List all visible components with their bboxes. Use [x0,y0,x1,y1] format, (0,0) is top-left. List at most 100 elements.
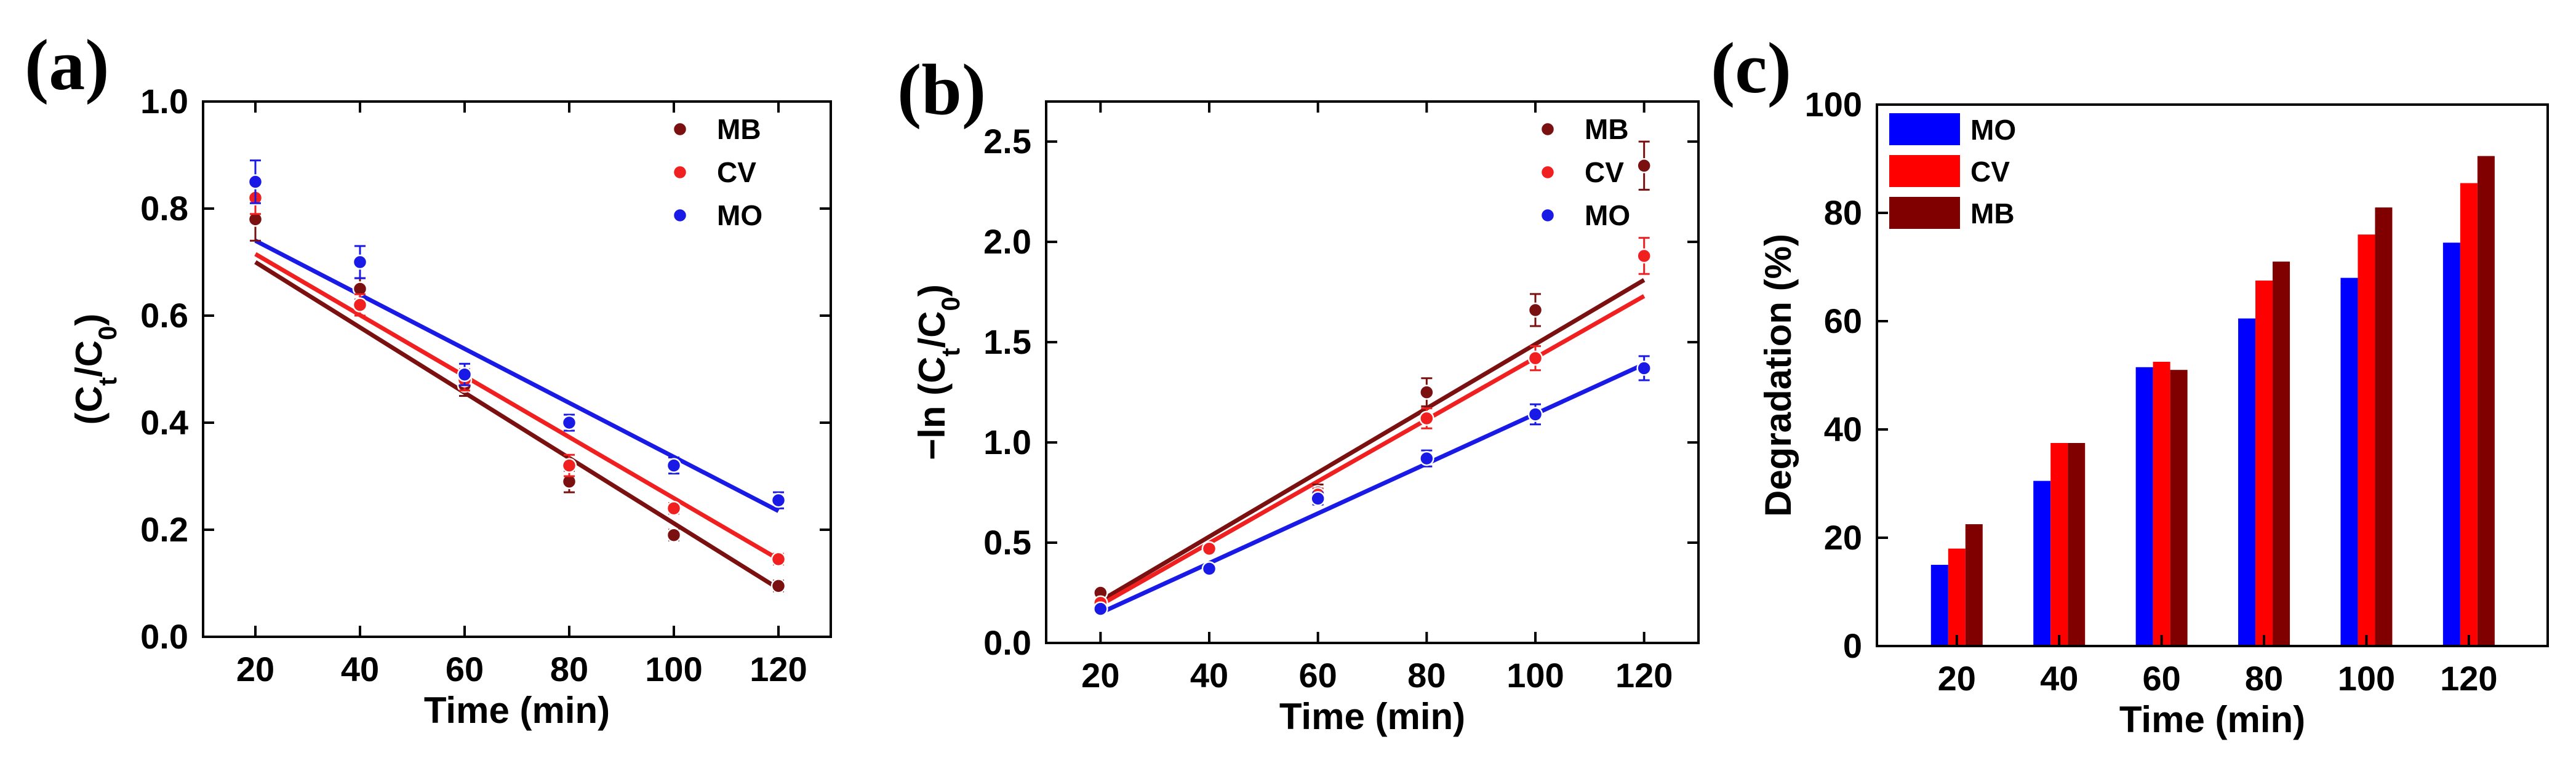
fit-line-cv [254,252,780,561]
x-tick-label: 100 [645,650,702,688]
legend-swatch-mb [1889,197,1960,229]
x-tick-label: 60 [446,650,484,688]
bar-mb [2477,156,2495,647]
bar-mb [2170,370,2188,646]
data-point-mb [1419,385,1434,400]
legend-swatch-cv [1889,155,1960,187]
data-point-cv [666,500,682,516]
y-tick-label: 0.2 [140,510,188,549]
panel-label: (a) [25,25,110,105]
y-axis-title-part: /C [911,311,953,348]
fit-line-mb [1099,278,1646,603]
x-tick-label: 100 [2338,659,2395,698]
x-tick-label: 100 [1506,656,1564,695]
data-point-mo [1636,361,1652,376]
y-tick-label: 40 [1824,410,1862,449]
bar-mo [2442,242,2460,646]
data-point-mo [1201,561,1217,577]
x-tick-label: 40 [341,650,379,688]
legend-label-mo: MO [717,199,762,231]
bar-cv [2255,281,2273,646]
fit-line-mb [254,260,780,591]
fit-line-cv [1099,294,1646,607]
data-point-mo [561,415,577,431]
data-point-cv [1527,350,1543,366]
x-tick-label: 40 [1190,656,1228,695]
y-tick-label: 0.0 [140,617,188,656]
legend-marker-mb [1540,121,1556,137]
x-tick-label: 120 [1615,656,1673,695]
y-tick-label: 1.0 [140,82,188,121]
x-tick-label: 20 [1938,659,1976,698]
plot-frame [1876,103,2549,647]
legend-label-mb: MB [1585,113,1629,145]
chart-panel-3: (c) 20 40 60 80 100 120 0 20 40 60 80 100 Time (min) D… [1711,28,2549,740]
legend-marker-cv [672,164,688,180]
data-point-mo [457,367,473,382]
x-tick-label: 80 [1407,656,1446,695]
legend-label-mb: MB [1970,197,2015,229]
y-axis-title-part: (C [68,386,110,425]
bar-mo [2033,481,2051,646]
fit-line-mo [1099,362,1646,615]
x-tick-label: 80 [550,650,588,688]
data-point-cv [352,297,368,313]
chart-panel-1: (a) 20 40 60 80 100 120 0.0 0.2 0.4 0.6 0.8 1.0 Time … [25,25,832,731]
data-point-mo [666,458,682,473]
x-axis-title: Time (min) [1279,696,1465,737]
y-tick-label: 2.5 [983,122,1031,161]
bar-cv [2050,443,2068,646]
data-point-mo [1093,601,1108,616]
y-tick-label: 0.0 [983,623,1031,662]
y-tick-label: 0.5 [983,523,1031,562]
data-point-mb [1527,302,1543,318]
bar-mb [2273,261,2290,646]
x-tick-label: 20 [1081,656,1119,695]
data-point-cv [1636,248,1652,264]
y-tick-label: 100 [1805,85,1862,124]
data-point-mb [1636,158,1652,174]
plot-frame [202,100,832,638]
y-axis-title-part: ) [68,314,110,326]
data-point-cv [1201,541,1217,557]
x-tick-label: 40 [2040,659,2078,698]
x-tick-label: 80 [2245,659,2283,698]
x-axis-title: Time (min) [2119,699,2305,740]
y-axis-title-subscript: 0 [93,326,122,340]
x-tick-label: 60 [1299,656,1337,695]
x-tick-label: 60 [2142,659,2180,698]
data-point-mo [1527,407,1543,422]
bar-cv [2358,234,2375,646]
bar-mb [2068,443,2086,646]
legend-label-cv: CV [1585,156,1624,188]
data-point-mo [352,254,368,270]
bar-mo [2238,318,2256,646]
y-tick-label: 1.0 [983,423,1031,461]
legend-marker-mo [1540,207,1556,223]
x-tick-label: 120 [2440,659,2497,698]
legend-swatch-mo [1889,113,1960,145]
data-point-mb [666,527,682,543]
bar-mo [1930,565,1948,646]
data-point-mo [247,174,263,190]
y-tick-label: 0.4 [140,403,188,442]
bar-mb [1965,524,1983,646]
x-axis-title: Time (min) [424,690,610,731]
y-axis-title-part: −ln (C [911,357,953,460]
bar-cv [1948,548,1966,646]
legend-marker-mb [672,121,688,137]
y-tick-label: 2.0 [983,222,1031,261]
y-axis-title-subscript: 0 [936,297,965,311]
x-tick-label: 20 [236,650,274,688]
y-axis-title-part: /C [68,340,110,377]
bar-mb [2375,207,2393,646]
data-point-cv [770,551,786,567]
y-tick-label: 1.5 [983,322,1031,361]
bar-cv [2460,183,2478,647]
y-tick-label: 0.8 [140,189,188,228]
fit-line-mo [254,239,780,513]
data-point-mb [770,578,786,594]
y-axis-title-part: ) [911,284,953,297]
y-tick-label: 0.6 [140,296,188,335]
